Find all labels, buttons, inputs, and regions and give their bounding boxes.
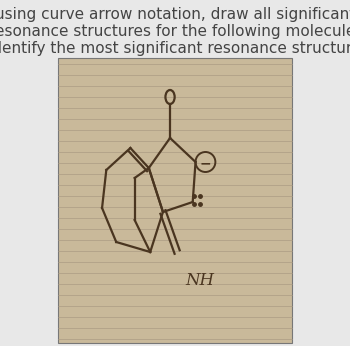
Text: NH: NH (185, 272, 214, 289)
Text: identify the most significant resonance structure: identify the most significant resonance … (0, 41, 350, 56)
Bar (58, 58, 292, 343)
Text: using curve arrow notation, draw all significant: using curve arrow notation, draw all sig… (0, 7, 350, 22)
Text: resonance structures for the following molecule.: resonance structures for the following m… (0, 24, 350, 39)
Text: −: − (199, 156, 211, 170)
